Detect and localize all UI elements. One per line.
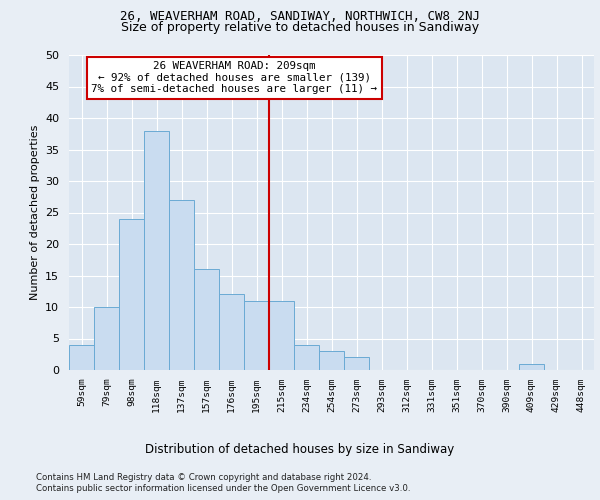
- Bar: [294, 345, 319, 370]
- Y-axis label: Number of detached properties: Number of detached properties: [29, 125, 40, 300]
- Bar: [269, 300, 294, 370]
- Text: 26 WEAVERHAM ROAD: 209sqm
← 92% of detached houses are smaller (139)
7% of semi-: 26 WEAVERHAM ROAD: 209sqm ← 92% of detac…: [91, 62, 377, 94]
- Bar: [319, 351, 344, 370]
- Text: 26, WEAVERHAM ROAD, SANDIWAY, NORTHWICH, CW8 2NJ: 26, WEAVERHAM ROAD, SANDIWAY, NORTHWICH,…: [120, 10, 480, 23]
- Bar: [144, 130, 169, 370]
- Text: Size of property relative to detached houses in Sandiway: Size of property relative to detached ho…: [121, 21, 479, 34]
- Text: Distribution of detached houses by size in Sandiway: Distribution of detached houses by size …: [145, 442, 455, 456]
- Text: Contains public sector information licensed under the Open Government Licence v3: Contains public sector information licen…: [36, 484, 410, 493]
- Bar: [119, 219, 144, 370]
- Text: Contains HM Land Registry data © Crown copyright and database right 2024.: Contains HM Land Registry data © Crown c…: [36, 472, 371, 482]
- Bar: [344, 358, 369, 370]
- Bar: [219, 294, 244, 370]
- Bar: [194, 269, 219, 370]
- Bar: [244, 300, 269, 370]
- Bar: [69, 345, 94, 370]
- Bar: [519, 364, 544, 370]
- Bar: [94, 307, 119, 370]
- Bar: [169, 200, 194, 370]
